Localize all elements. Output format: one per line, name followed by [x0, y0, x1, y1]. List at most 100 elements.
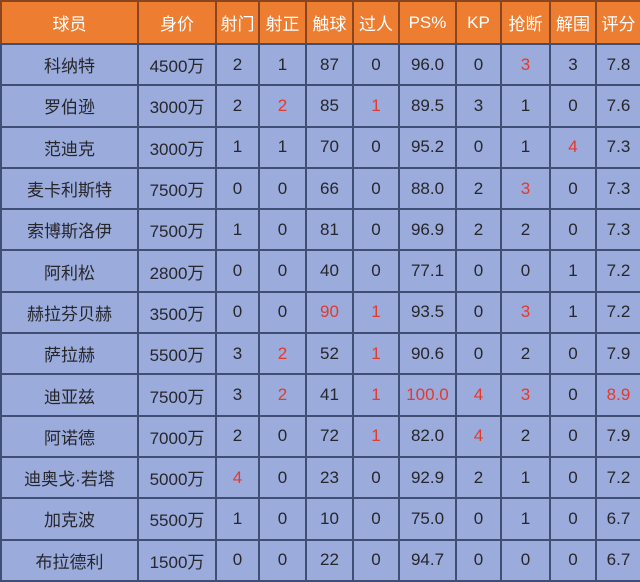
table-row: 加克波 5500万 1 0 10 0 75.0 0 1 0 6.7: [0, 497, 640, 541]
cell-pass-success: 75.0: [398, 497, 457, 541]
cell-value: 2800万: [137, 249, 217, 293]
table-row: 努涅斯7000万00110100.00016.6: [0, 579, 640, 582]
cell-touches: 52: [305, 332, 354, 376]
cell-key-passes: 0: [455, 497, 502, 541]
cell-rating: 7.2: [595, 290, 640, 335]
table-row: 赫拉芬贝赫 3500万 0 0 90 1 93.5 0 3 1 7.2: [0, 290, 640, 335]
cell-shots-on-target: 2: [258, 332, 307, 376]
header-pass-success: PS%: [398, 0, 457, 45]
cell-tackles: 2: [500, 208, 551, 252]
header-clearances: 解围: [549, 0, 597, 45]
cell-shots-on-target: 0: [258, 414, 307, 458]
cell-key-passes: 0: [455, 538, 502, 582]
table-row: 罗伯逊 3000万 2 2 85 1 89.5 3 1 0 7.6: [0, 84, 640, 128]
cell-tackles: 0: [500, 538, 551, 582]
header-shots-on-target: 射正: [258, 0, 307, 45]
cell-touches: 90: [305, 290, 354, 335]
cell-player: 科纳特: [0, 42, 139, 87]
cell-shots-on-target: 1: [258, 125, 307, 169]
table-row: 阿利松 2800万 0 0 40 0 77.1 0 0 1 7.2: [0, 249, 640, 293]
cell-rating: 7.8: [595, 42, 640, 87]
cell-key-passes: 0: [455, 249, 502, 293]
cell-key-passes: 4: [455, 414, 502, 458]
cell-tackles: 1: [500, 455, 551, 500]
cell-touches: 41: [305, 373, 354, 417]
cell-rating: 7.6: [595, 84, 640, 128]
cell-value: 1500万: [137, 538, 217, 582]
cell-clearances: 0: [549, 208, 597, 252]
cell-rating: 7.9: [595, 332, 640, 376]
cell-shots-on-target: 0: [258, 249, 307, 293]
cell-dribbles: 0: [352, 497, 400, 541]
header-value: 身价: [137, 0, 217, 45]
cell-shots: 0: [215, 579, 260, 582]
cell-tackles: 0: [500, 249, 551, 293]
cell-pass-success: 77.1: [398, 249, 457, 293]
cell-pass-success: 82.0: [398, 414, 457, 458]
cell-rating: 7.2: [595, 249, 640, 293]
cell-touches: 85: [305, 84, 354, 128]
cell-dribbles: 0: [352, 125, 400, 169]
cell-pass-success: 100.0: [398, 373, 457, 417]
cell-value: 7500万: [137, 166, 217, 211]
cell-key-passes: 4: [455, 373, 502, 417]
cell-player: 迪奥戈·若塔: [0, 455, 139, 500]
cell-rating: 7.9: [595, 414, 640, 458]
cell-clearances: 0: [549, 84, 597, 128]
cell-dribbles: 0: [352, 249, 400, 293]
header-key-passes: KP: [455, 0, 502, 45]
cell-pass-success: 88.0: [398, 166, 457, 211]
table-row: 迪奥戈·若塔 5000万 4 0 23 0 92.9 2 1 0 7.2: [0, 455, 640, 500]
cell-player: 努涅斯: [0, 579, 139, 582]
cell-dribbles: 1: [352, 84, 400, 128]
cell-shots-on-target: 2: [258, 373, 307, 417]
cell-shots: 2: [215, 84, 260, 128]
cell-tackles: 3: [500, 373, 551, 417]
cell-shots: 1: [215, 125, 260, 169]
cell-dribbles: 0: [352, 208, 400, 252]
cell-touches: 87: [305, 42, 354, 87]
cell-player: 布拉德利: [0, 538, 139, 582]
cell-clearances: 1: [549, 249, 597, 293]
cell-tackles: 3: [500, 42, 551, 87]
table-row: 萨拉赫 5500万 3 2 52 1 90.6 0 2 0 7.9: [0, 332, 640, 376]
cell-value: 7000万: [137, 579, 217, 582]
cell-dribbles: 1: [352, 373, 400, 417]
cell-clearances: 0: [549, 538, 597, 582]
cell-pass-success: 94.7: [398, 538, 457, 582]
cell-pass-success: 93.5: [398, 290, 457, 335]
cell-shots-on-target: 0: [258, 290, 307, 335]
table-row: 麦卡利斯特 7500万 0 0 66 0 88.0 2 3 0 7.3: [0, 166, 640, 211]
cell-shots: 4: [215, 455, 260, 500]
header-dribbles: 过人: [352, 0, 400, 45]
cell-shots: 2: [215, 414, 260, 458]
cell-value: 7500万: [137, 208, 217, 252]
cell-tackles: 2: [500, 414, 551, 458]
cell-pass-success: 100.0: [398, 579, 457, 582]
table-row: 科纳特 4500万 2 1 87 0 96.0 0 3 3 7.8: [0, 42, 640, 87]
cell-value: 5500万: [137, 332, 217, 376]
header-touches: 触球: [305, 0, 354, 45]
cell-shots: 2: [215, 42, 260, 87]
cell-touches: 11: [305, 579, 354, 582]
cell-touches: 23: [305, 455, 354, 500]
cell-player: 迪亚兹: [0, 373, 139, 417]
table-row: 迪亚兹 7500万 3 2 41 1 100.0 4 3 0 8.9: [0, 373, 640, 417]
cell-value: 5000万: [137, 455, 217, 500]
cell-dribbles: 0: [352, 455, 400, 500]
cell-rating: 8.9: [595, 373, 640, 417]
cell-dribbles: 1: [352, 290, 400, 335]
cell-value: 7500万: [137, 373, 217, 417]
cell-value: 7000万: [137, 414, 217, 458]
cell-dribbles: 0: [352, 166, 400, 211]
cell-key-passes: 0: [455, 332, 502, 376]
cell-shots: 0: [215, 538, 260, 582]
cell-shots: 0: [215, 249, 260, 293]
cell-pass-success: 96.9: [398, 208, 457, 252]
cell-shots: 1: [215, 208, 260, 252]
cell-dribbles: 0: [352, 538, 400, 582]
table-row: 索博斯洛伊 7500万 1 0 81 0 96.9 2 2 0 7.3: [0, 208, 640, 252]
cell-clearances: 3: [549, 42, 597, 87]
table-body: 科纳特 4500万 2 1 87 0 96.0 0 3 3 7.8 罗伯逊 3000万 2 2 85 1 89.5…: [0, 42, 640, 582]
